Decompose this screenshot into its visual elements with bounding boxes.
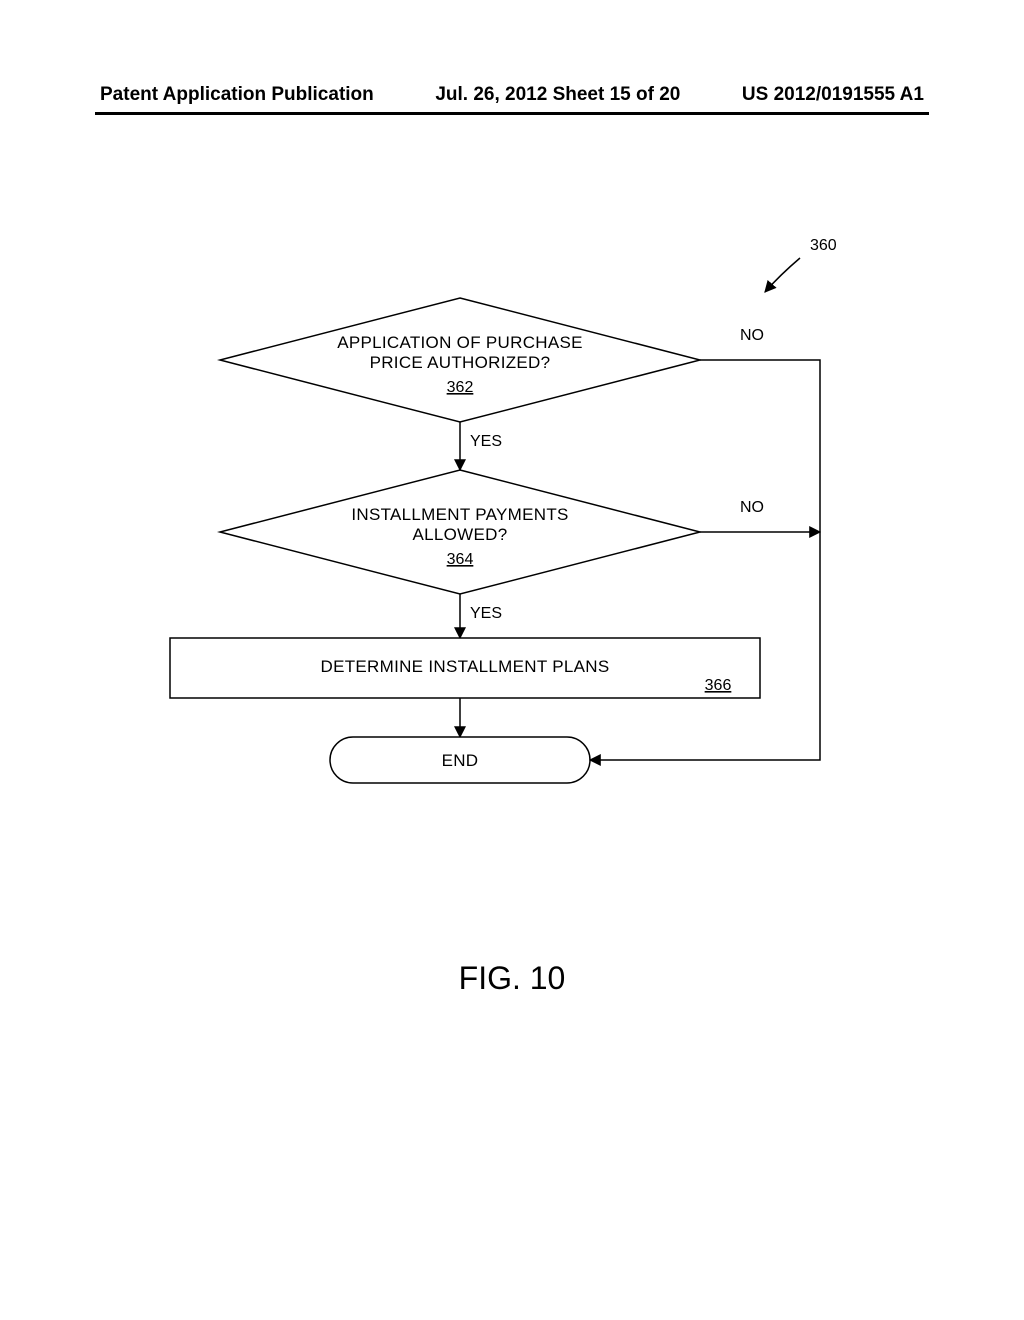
edge-d2-no-label: NO bbox=[740, 499, 764, 516]
header-center: Jul. 26, 2012 Sheet 15 of 20 bbox=[435, 84, 680, 106]
page-header: Patent Application Publication Jul. 26, … bbox=[0, 84, 1024, 106]
p1-line1: DETERMINE INSTALLMENT PLANS bbox=[321, 657, 610, 676]
flowchart: 360 APPLICATION OF PURCHASE PRICE AUTHOR… bbox=[100, 220, 920, 820]
edge-d1-d2-label: YES bbox=[470, 433, 502, 450]
edge-d2-p1-label: YES bbox=[470, 605, 502, 622]
edge-d1-no bbox=[590, 360, 820, 760]
d1-line2: PRICE AUTHORIZED? bbox=[370, 353, 551, 372]
ref-360-label: 360 bbox=[810, 237, 837, 254]
d1-ref: 362 bbox=[447, 379, 474, 396]
header-left: Patent Application Publication bbox=[100, 84, 374, 106]
d2-line1: INSTALLMENT PAYMENTS bbox=[351, 505, 568, 524]
p1-ref: 366 bbox=[705, 677, 732, 694]
edge-d1-no-label: NO bbox=[740, 327, 764, 344]
ref-pointer-curve bbox=[765, 258, 800, 292]
figure-label: FIG. 10 bbox=[0, 960, 1024, 997]
end-label: END bbox=[442, 751, 479, 770]
header-divider bbox=[95, 112, 929, 115]
d2-ref: 364 bbox=[447, 551, 474, 568]
header-right: US 2012/0191555 A1 bbox=[742, 84, 924, 106]
d2-line2: ALLOWED? bbox=[413, 525, 508, 544]
d1-line1: APPLICATION OF PURCHASE bbox=[337, 333, 583, 352]
